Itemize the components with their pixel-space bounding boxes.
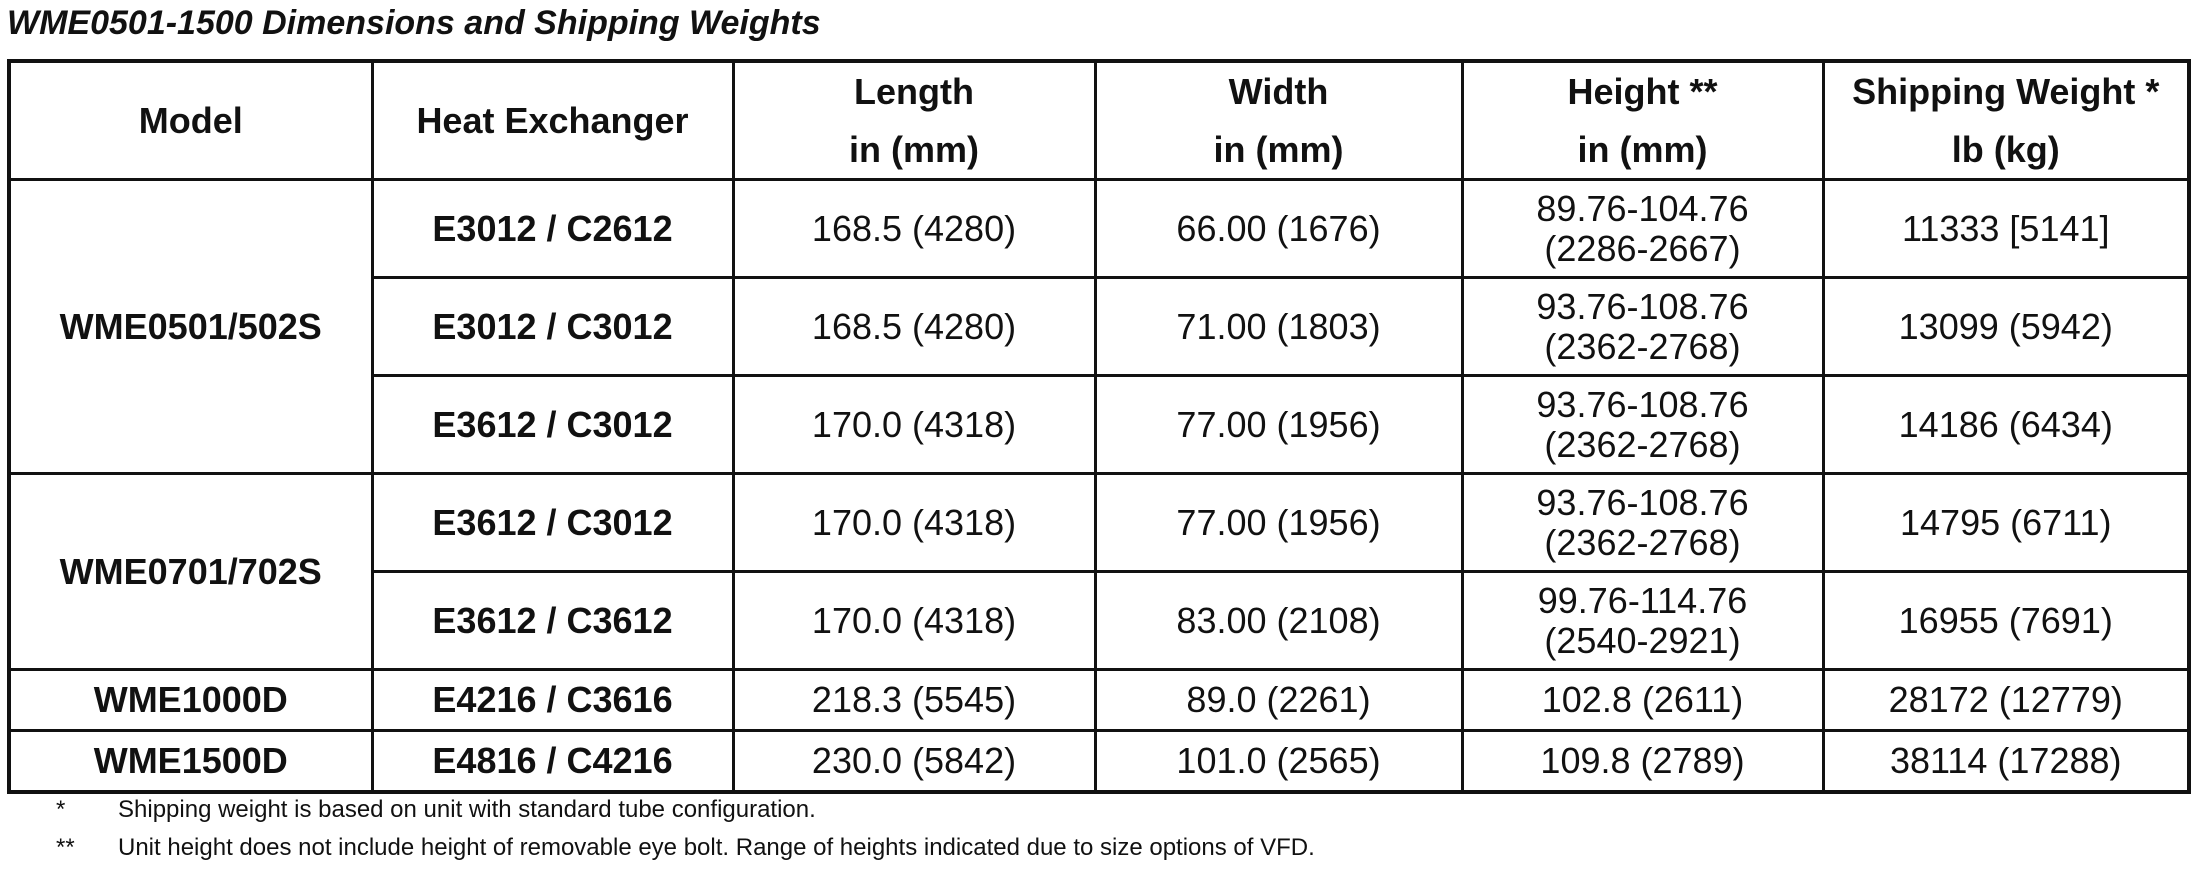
value-cell: 230.0 (5842) [731,729,1097,794]
value-cell: 170.0 (4318) [731,571,1097,672]
footnote-mark: ** [56,834,75,861]
model-cell: WME1000D [7,668,374,733]
value-cell: 168.5 (4280) [731,178,1097,280]
value-cell: 89.76-104.76 (2286-2667) [1460,178,1825,280]
column-header: Heat Exchanger [370,59,735,182]
column-header: Height ** in (mm) [1460,59,1825,182]
dimensions-table: Model Heat Exchanger Length in (mm) Width in … [7,59,2191,794]
value-cell: 93.76-108.76 (2362-2768) [1460,375,1825,476]
value-cell: 16955 (7691) [1821,571,2191,672]
value-cell: 170.0 (4318) [731,375,1097,476]
model-cell: WME0501/502S [7,178,374,476]
value-cell: 99.76-114.76 (2540-2921) [1460,571,1825,672]
value-cell: 89.0 (2261) [1093,668,1464,733]
heat-exchanger-cell: E4216 / C3616 [370,668,735,733]
value-cell: 28172 (12779) [1821,668,2191,733]
cell-line: 89.76-104.76 [1536,188,1749,230]
table-row: WME1500D E4816 / C4216 230.0 (5842) 101.0 (… [7,729,2191,794]
cell-line: lb (kg) [1951,128,2060,170]
table-row: E3612 / C3612 170.0 (4318) 83.00 (2108) 99.… [9,571,2191,672]
cell-line: Width [1228,71,1329,112]
column-header: Length in (mm) [731,59,1097,182]
value-cell: 14795 (6711) [1821,472,2191,574]
value-cell: 102.8 (2611) [1460,668,1825,733]
column-header: Model [7,59,374,182]
value-cell: 77.00 (1956) [1093,472,1464,574]
column-header: Shipping Weight * lb (kg) [1821,59,2191,182]
heat-exchanger-cell: E3012 / C3012 [370,277,735,378]
cell-line: 93.76-108.76 [1536,286,1749,328]
cell-line: (2540-2921) [1544,619,1741,661]
cell-line: in (mm) [849,128,979,170]
heat-exchanger-cell: E3012 / C2612 [370,178,735,280]
heat-exchanger-cell: E4816 / C4216 [370,729,735,794]
heat-exchanger-cell: E3612 / C3612 [370,571,735,672]
cell-line: Model [138,99,243,141]
value-cell: 38114 (17288) [1821,729,2191,794]
value-cell: 109.8 (2789) [1460,729,1825,794]
title: WME0501-1500 Dimensions and Shipping Wei… [7,4,821,42]
heat-exchanger-cell: E3612 / C3012 [370,472,735,574]
cell-line: in (mm) [1213,128,1344,170]
table-row: E3612 / C3012 170.0 (4318) 77.00 (1956) 93.… [9,375,2191,476]
heat-exchanger-cell: E3612 / C3012 [370,375,735,476]
cell-line: Height ** [1567,71,1718,112]
table-row: WME0501/502S E3012 / C2612 168.5 (4280) 66.… [7,178,2191,476]
column-header: Width in (mm) [1093,59,1464,182]
footnote-text: Unit height does not include height of r… [118,834,1315,861]
table-body: WME0501/502S E3012 / C2612 168.5 (4280) 66.… [7,178,2191,794]
cell-line: (2362-2768) [1544,521,1741,563]
value-cell: 170.0 (4318) [731,472,1097,574]
table-header: Model Heat Exchanger Length in (mm) Width in … [7,59,2191,182]
cell-line: 93.76-108.76 [1536,482,1749,524]
value-cell: 13099 (5942) [1821,277,2191,378]
value-cell: 101.0 (2565) [1093,729,1464,794]
value-cell: 11333 [5141] [1821,178,2191,280]
footnote-mark: * [56,796,66,823]
value-cell: 93.76-108.76 (2362-2768) [1460,277,1825,378]
value-cell: 83.00 (2108) [1093,571,1464,672]
model-cell: WME1500D [7,729,374,794]
cell-line: Shipping Weight * [1852,71,2160,112]
cell-line: (2362-2768) [1544,325,1741,367]
value-cell: 66.00 (1676) [1093,178,1464,280]
cell-line: 99.76-114.76 [1537,580,1748,622]
header-row: Model Heat Exchanger Length in (mm) Width in … [7,59,2191,182]
cell-line: Length [854,71,974,112]
cell-line: Heat Exchanger [416,99,689,141]
cell-line: 93.76-108.76 [1536,384,1749,426]
cell-line: (2362-2768) [1544,423,1741,465]
table-row: WME0701/702S E3612 / C3012 170.0 (4318) 77.… [7,472,2191,672]
value-cell: 77.00 (1956) [1093,375,1464,476]
cell-line: in (mm) [1577,128,1708,170]
table-row: E3012 / C3012 168.5 (4280) 71.00 (1803) 93.… [9,277,2191,378]
value-cell: 218.3 (5545) [731,668,1097,733]
model-cell: WME0701/702S [7,472,374,672]
value-cell: 168.5 (4280) [731,277,1097,378]
value-cell: 14186 (6434) [1821,375,2191,476]
footnote-text: Shipping weight is based on unit with st… [118,796,816,823]
table-row: WME1000D E4216 / C3616 218.3 (5545) 89.0 (2… [7,668,2191,733]
value-cell: 71.00 (1803) [1093,277,1464,378]
cell-line: (2286-2667) [1544,227,1741,269]
value-cell: 93.76-108.76 (2362-2768) [1460,472,1825,574]
